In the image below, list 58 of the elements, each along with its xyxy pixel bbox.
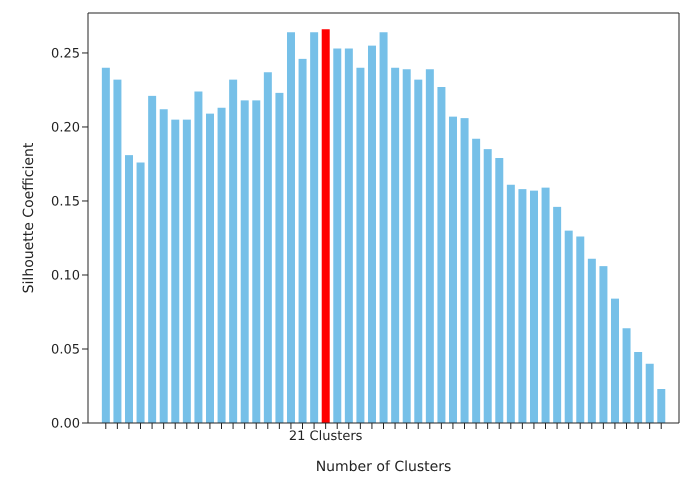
bar <box>206 114 214 423</box>
bar <box>160 109 168 423</box>
bar <box>564 230 573 423</box>
bar <box>252 100 260 423</box>
bar <box>124 155 133 423</box>
bar <box>322 29 330 423</box>
bar <box>240 100 249 423</box>
y-tick-label: 0.10 <box>51 268 80 284</box>
bar <box>610 298 619 423</box>
y-tick-label: 0.15 <box>51 194 80 210</box>
bar <box>264 72 272 423</box>
bar <box>542 188 550 423</box>
bar <box>622 328 631 423</box>
bar <box>460 118 469 423</box>
bar <box>657 388 666 423</box>
y-axis-title: Silhouette Coefficient <box>20 142 37 294</box>
bar <box>391 68 400 423</box>
bar <box>484 149 492 423</box>
bar <box>506 184 515 423</box>
bar <box>530 190 538 423</box>
bar <box>588 258 596 423</box>
bar <box>102 68 110 423</box>
bar <box>194 91 202 423</box>
bar <box>218 108 226 423</box>
bar <box>136 162 145 423</box>
bar <box>437 87 446 423</box>
bar <box>356 68 364 423</box>
bar <box>113 80 122 423</box>
bar <box>310 32 318 423</box>
x-tick-label: 21 Clusters <box>288 429 363 444</box>
bar <box>333 48 342 423</box>
bar <box>275 92 284 423</box>
bar <box>380 32 388 423</box>
bar <box>599 266 608 423</box>
bar <box>148 96 156 423</box>
bar <box>495 158 504 423</box>
bar <box>634 352 642 423</box>
bar <box>553 206 562 423</box>
bar <box>472 138 480 423</box>
y-tick-label: 0.25 <box>51 46 80 62</box>
bar <box>298 58 307 423</box>
bar <box>171 120 180 423</box>
bar <box>402 69 411 423</box>
bar <box>286 32 295 423</box>
bar <box>518 189 526 423</box>
bar <box>368 46 376 423</box>
bar <box>414 80 422 423</box>
y-tick-label: 0.00 <box>51 416 80 432</box>
bar <box>576 236 584 423</box>
bar <box>426 69 434 423</box>
bar <box>344 48 353 423</box>
y-tick-label: 0.20 <box>51 120 80 136</box>
bar <box>229 80 238 423</box>
bar <box>448 116 457 423</box>
x-axis-title: Number of Clusters <box>316 459 452 475</box>
bar <box>182 120 191 423</box>
bar <box>646 364 654 423</box>
y-tick-label: 0.05 <box>51 342 80 358</box>
